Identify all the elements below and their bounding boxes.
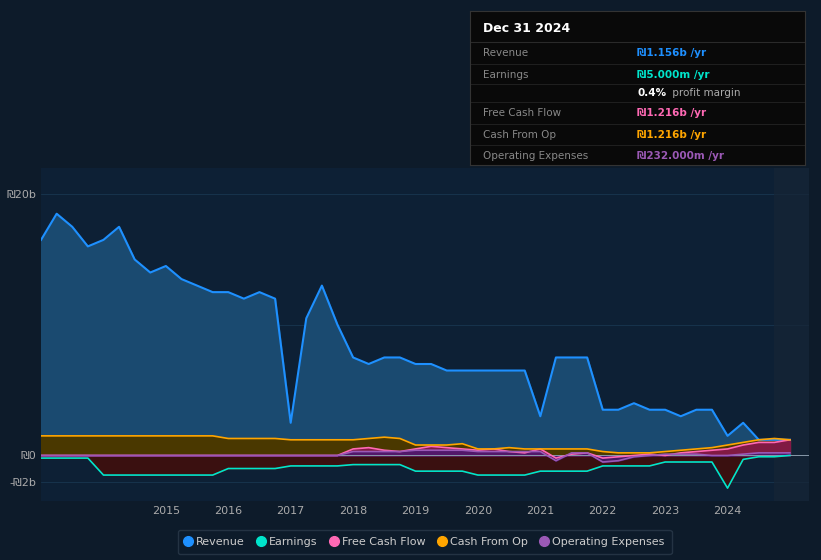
Text: Dec 31 2024: Dec 31 2024	[483, 22, 571, 35]
Text: profit margin: profit margin	[669, 88, 741, 98]
Bar	[774, 168, 809, 501]
Text: ₪5.000m /yr: ₪5.000m /yr	[637, 70, 709, 80]
Text: Cash From Op: Cash From Op	[483, 130, 556, 140]
Text: ₪1.216b /yr: ₪1.216b /yr	[637, 130, 706, 140]
Text: ₪1.156b /yr: ₪1.156b /yr	[637, 48, 706, 58]
Text: Operating Expenses: Operating Expenses	[483, 151, 589, 161]
Text: ₪1.216b /yr: ₪1.216b /yr	[637, 108, 706, 118]
Text: Free Cash Flow: Free Cash Flow	[483, 108, 561, 118]
Text: Revenue: Revenue	[483, 48, 528, 58]
Text: 0.4%: 0.4%	[637, 88, 666, 98]
Text: ₪232.000m /yr: ₪232.000m /yr	[637, 151, 724, 161]
Text: Earnings: Earnings	[483, 70, 529, 80]
Legend: Revenue, Earnings, Free Cash Flow, Cash From Op, Operating Expenses: Revenue, Earnings, Free Cash Flow, Cash …	[178, 530, 672, 554]
